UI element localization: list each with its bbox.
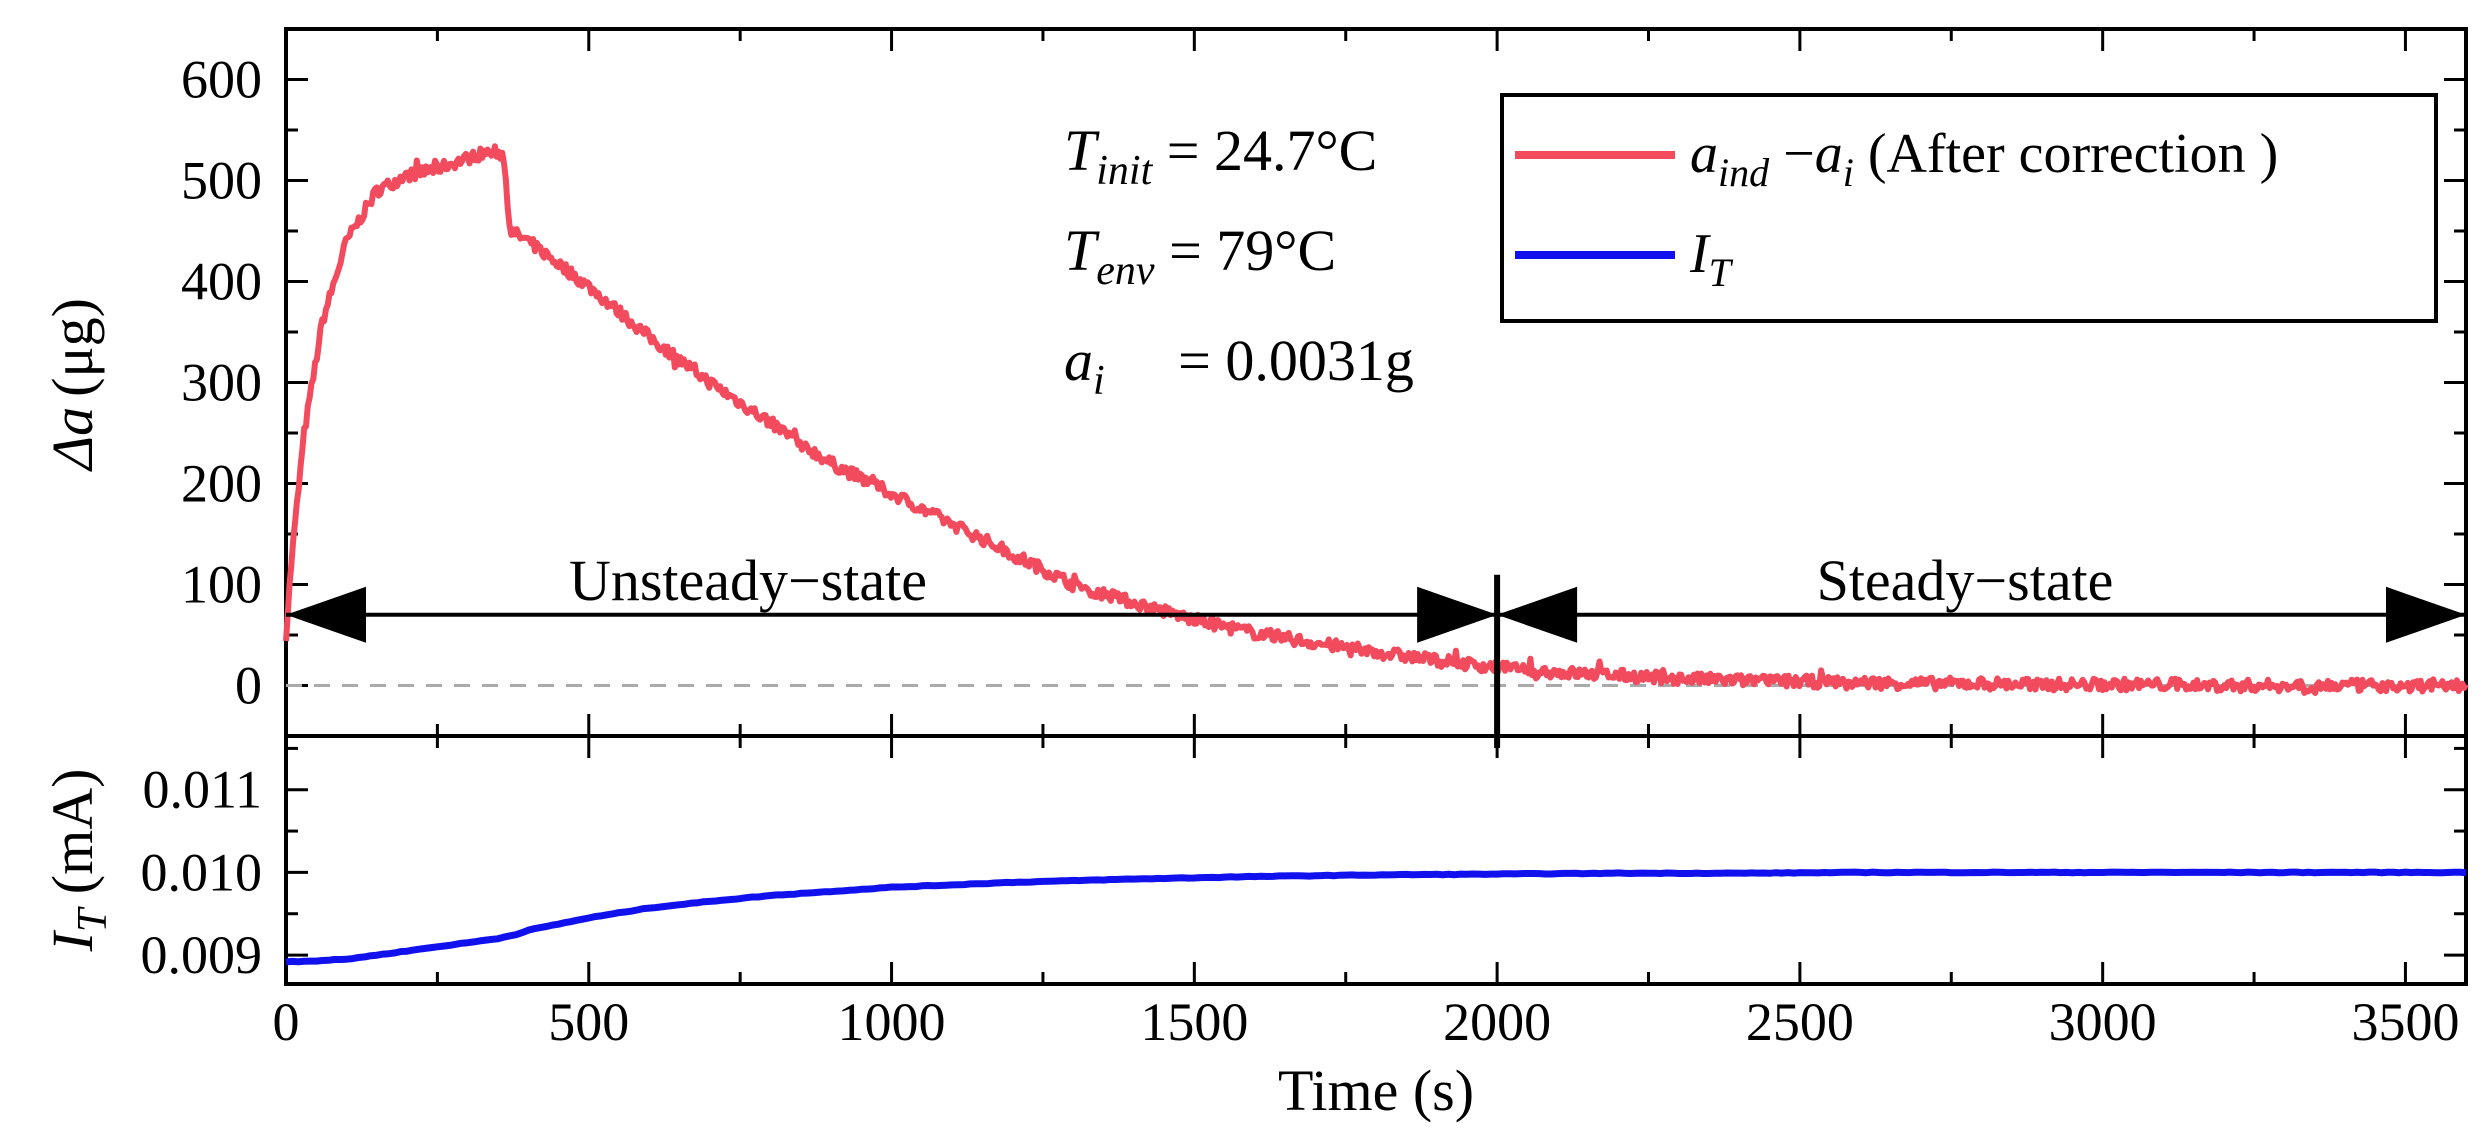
y-tick-label-top: 500 [181,151,262,211]
x-tick-label: 1000 [838,992,946,1052]
y-tick-label-top: 300 [181,353,262,413]
y-tick-label-top: 0 [235,656,262,716]
x-tick-label: 2000 [1443,992,1551,1052]
top-y-axis-title: Δa(μg) [40,298,105,472]
bottom-panel-ticks: 0 500 1000 1500 2000 2500 3000 3500 0.009 0.010 0.… [141,736,2466,1052]
legend-box [1500,93,2438,323]
steady-state-label: Steady−state [1817,548,2114,613]
y-tick-label-bottom: 0.011 [143,760,263,820]
unsteady-state-label: Unsteady−state [569,548,927,613]
x-tick-label: 3500 [2351,992,2459,1052]
annotation-t-env: Tenv = 79°C [1064,218,1336,294]
arrowhead-steady-left [1497,586,1578,643]
top-panel-ticks: 0 100 200 300 400 500 600 [181,29,2466,736]
annotation-t-init: Tinit = 24.7°C [1064,118,1377,194]
bottom-y-axis-title: IT (mA) [40,769,116,953]
series-line-it [285,868,2467,966]
legend: aind −ai (After correction ) IT [1500,93,2438,323]
x-tick-label: 0 [273,992,300,1052]
y-tick-label-bottom: 0.010 [141,842,263,902]
y-tick-label-top: 600 [181,50,262,110]
x-tick-label: 2500 [1746,992,1854,1052]
arrowhead-unsteady-right [1417,586,1498,643]
arrowhead-steady-right [2386,586,2466,643]
x-tick-label: 1500 [1140,992,1248,1052]
x-axis-title: Time (s) [1278,1058,1474,1123]
y-tick-label-bottom: 0.009 [141,925,263,985]
legend-label-correction: aind −ai (After correction ) [1690,123,2278,195]
top-panel-series [283,143,2469,696]
series-line-correction [283,143,2469,696]
y-tick-label-top: 400 [181,252,262,312]
bottom-panel-series [285,868,2467,966]
y-tick-label-top: 200 [181,454,262,514]
x-tick-label: 3000 [2049,992,2157,1052]
arrowhead-unsteady-left [286,586,366,643]
bottom-panel-frame [284,734,2468,986]
annotation-a-i: ai = 0.0031g [1064,328,1414,404]
x-tick-label: 500 [548,992,629,1052]
y-tick-label-top: 100 [181,555,262,615]
region-arrows [286,574,2466,748]
legend-label-it: IT [1689,223,1734,295]
